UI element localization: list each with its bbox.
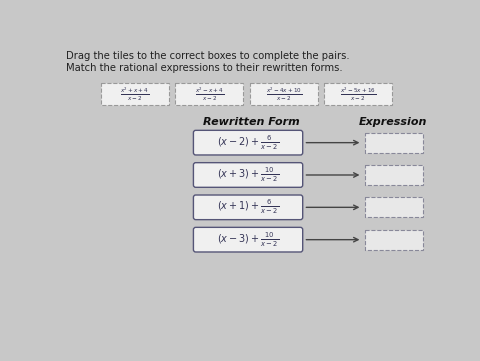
Bar — [364, 165, 422, 185]
FancyBboxPatch shape — [193, 195, 302, 219]
Bar — [249, 83, 317, 105]
Bar — [364, 197, 422, 217]
Text: $\frac{x^2+x+4}{x-2}$: $\frac{x^2+x+4}{x-2}$ — [120, 86, 149, 103]
Text: $\frac{x^2-5x+16}{x-2}$: $\frac{x^2-5x+16}{x-2}$ — [339, 86, 375, 103]
Text: $(x+3)+\frac{10}{x-2}$: $(x+3)+\frac{10}{x-2}$ — [216, 166, 278, 184]
Text: Match the rational expressions to their rewritten forms.: Match the rational expressions to their … — [66, 63, 342, 73]
FancyBboxPatch shape — [193, 163, 302, 187]
FancyBboxPatch shape — [193, 130, 302, 155]
FancyBboxPatch shape — [193, 227, 302, 252]
Text: Rewritten Form: Rewritten Form — [203, 117, 300, 127]
Text: $\frac{x^2-4x+10}{x-2}$: $\frac{x^2-4x+10}{x-2}$ — [265, 86, 301, 103]
Bar — [175, 83, 243, 105]
Bar — [101, 83, 168, 105]
Bar — [364, 230, 422, 250]
Text: $(x-3)+\frac{10}{x-2}$: $(x-3)+\frac{10}{x-2}$ — [216, 231, 278, 249]
Text: $\frac{x^2-x+4}{x-2}$: $\frac{x^2-x+4}{x-2}$ — [194, 86, 223, 103]
Text: Expression: Expression — [359, 117, 427, 127]
Bar — [324, 83, 391, 105]
Bar — [364, 132, 422, 153]
Text: Drag the tiles to the correct boxes to complete the pairs.: Drag the tiles to the correct boxes to c… — [66, 51, 349, 61]
Text: $(x+1)+\frac{6}{x-2}$: $(x+1)+\frac{6}{x-2}$ — [216, 198, 278, 217]
Text: $(x-2)+\frac{6}{x-2}$: $(x-2)+\frac{6}{x-2}$ — [216, 134, 278, 152]
